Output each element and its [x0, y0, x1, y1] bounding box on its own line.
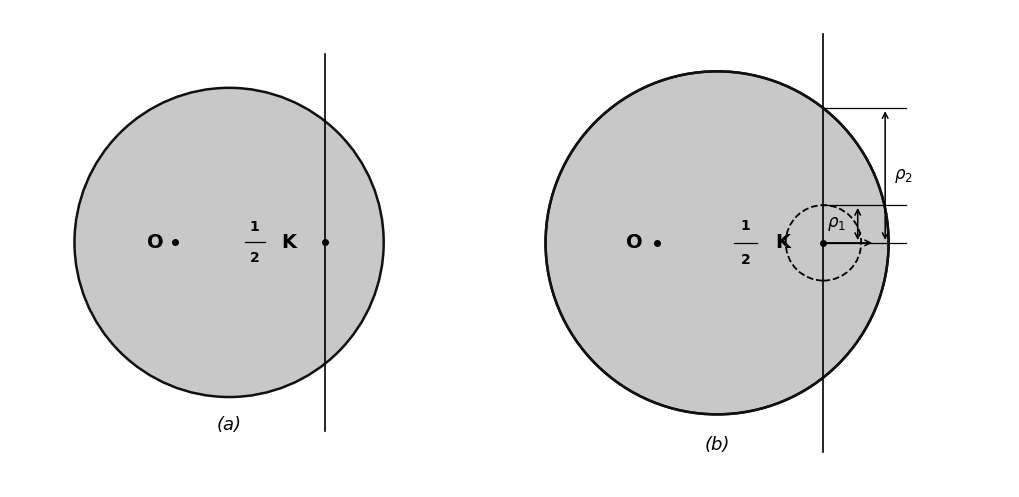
Text: (b): (b) — [704, 436, 730, 454]
Text: K: K — [281, 233, 297, 252]
Text: $\rho_1$: $\rho_1$ — [826, 215, 846, 233]
Text: 1: 1 — [741, 219, 750, 233]
Text: O: O — [627, 234, 643, 252]
Circle shape — [74, 88, 384, 397]
Text: (a): (a) — [217, 416, 242, 434]
Circle shape — [786, 205, 861, 281]
Text: $\rho_2$: $\rho_2$ — [894, 166, 913, 184]
Text: 1: 1 — [250, 220, 260, 234]
Circle shape — [545, 72, 889, 414]
Text: K: K — [775, 234, 791, 252]
Text: 2: 2 — [741, 253, 750, 267]
Text: O: O — [147, 233, 163, 252]
Text: 2: 2 — [250, 251, 260, 265]
